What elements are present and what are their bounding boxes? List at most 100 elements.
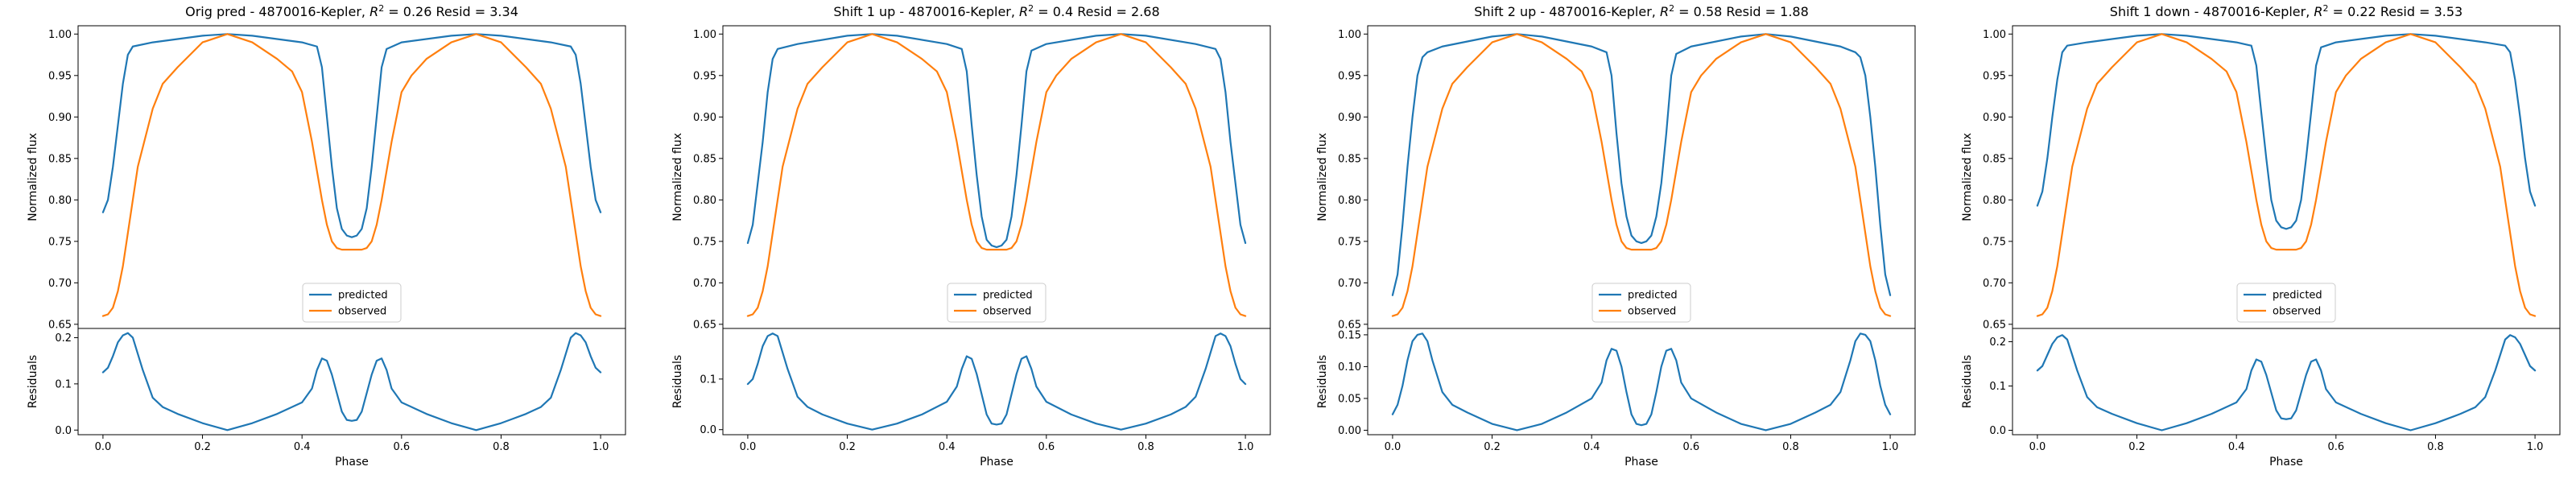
title-values: = 0.26 Resid = 3.34	[384, 4, 518, 19]
x-tick-label: 0.4	[2228, 441, 2245, 453]
x-tick-label: 1.0	[1882, 441, 1899, 453]
x-axis-label: Phase	[335, 456, 369, 469]
series-line-predicted	[101, 33, 602, 238]
legend-box	[947, 283, 1046, 323]
r2-symbol: R	[369, 4, 378, 19]
x-tick-label: 1.0	[592, 441, 609, 453]
y-axis-label-flux: Normalized flux	[1316, 133, 1329, 221]
legend-box	[1591, 283, 1691, 323]
title-prefix: Shift 1 down - 4870016-Kepler,	[2110, 4, 2314, 19]
y-tick-label: 0.95	[48, 70, 72, 82]
series-line-residuals	[2036, 334, 2537, 431]
subplot-1: Orig pred - 4870016-Kepler, R2 = 0.26 Re…	[27, 3, 626, 469]
subplot-title: Shift 1 up - 4870016-Kepler, R2 = 0.4 Re…	[833, 3, 1159, 19]
y-tick-label: 0.2	[1989, 336, 2006, 349]
x-tick-label: 0.4	[294, 441, 311, 453]
y-tick-label: 1.00	[1338, 29, 1361, 41]
y-tick-label: 0.65	[693, 319, 716, 331]
legend: predicted observed	[2236, 283, 2336, 323]
legend-label-observed: observed	[1628, 306, 1676, 318]
legend-box	[2236, 283, 2336, 323]
y-axis-label-residuals: Residuals	[1316, 355, 1329, 408]
y-tick-label: 0.90	[1338, 112, 1361, 124]
y-tick-label: 0.75	[1338, 236, 1361, 248]
y-tick-label: 0.70	[693, 278, 716, 290]
y-tick-label: 0.95	[1983, 70, 2006, 82]
x-tick-label: 1.0	[1237, 441, 1254, 453]
y-tick-label: 0.85	[1983, 153, 2006, 165]
y-tick-label: 0.75	[48, 236, 72, 248]
y-tick-label: 0.80	[48, 195, 72, 207]
y-tick-label: 0.15	[1338, 329, 1361, 341]
x-axis-label: Phase	[2269, 456, 2303, 469]
y-tick-label: 1.00	[693, 29, 716, 41]
x-tick-label: 0.4	[1583, 441, 1600, 453]
y-tick-label: 0.65	[48, 319, 72, 331]
series-line-predicted	[1391, 33, 1892, 296]
y-tick-label: 0.75	[1983, 236, 2006, 248]
y-tick-label: 0.0	[700, 424, 716, 436]
y-tick-label: 0.80	[693, 195, 716, 207]
x-tick-label: 0.0	[740, 441, 757, 453]
x-tick-label: 0.6	[1038, 441, 1055, 453]
y-tick-label: 1.00	[1983, 29, 2006, 41]
y-tick-label: 0.85	[48, 153, 72, 165]
y-tick-label: 0.95	[1338, 70, 1361, 82]
y-axis-label-residuals: Residuals	[671, 355, 684, 408]
y-tick-label: 0.70	[48, 278, 72, 290]
series-line-observed	[2036, 33, 2537, 317]
y-tick-label: 0.80	[1983, 195, 2006, 207]
y-tick-label: 0.90	[693, 112, 716, 124]
legend-label-observed: observed	[338, 306, 386, 318]
x-tick-label: 1.0	[2527, 441, 2544, 453]
subplot-title: Shift 1 down - 4870016-Kepler, R2 = 0.22…	[2110, 3, 2462, 19]
y-tick-label: 0.00	[1338, 425, 1361, 437]
subplot-4: Shift 1 down - 4870016-Kepler, R2 = 0.22…	[1961, 3, 2561, 469]
y-tick-label: 0.70	[1338, 278, 1361, 290]
y-tick-label: 1.00	[48, 29, 72, 41]
series-line-residuals	[101, 332, 602, 431]
x-tick-label: 0.2	[1484, 441, 1501, 453]
r2-superscript: 2	[1028, 3, 1034, 14]
legend-label-predicted: predicted	[983, 290, 1033, 302]
y-tick-label: 0.1	[55, 378, 72, 390]
title-prefix: Orig pred - 4870016-Kepler,	[185, 4, 369, 19]
x-tick-label: 0.2	[839, 441, 856, 453]
x-axis-label: Phase	[980, 456, 1013, 469]
series-line-predicted	[2036, 33, 2537, 230]
series-line-observed	[1391, 33, 1892, 317]
y-tick-label: 0.90	[48, 112, 72, 124]
residual-axes-frame	[77, 328, 626, 436]
y-tick-label: 0.2	[55, 332, 72, 345]
y-tick-label: 0.85	[1338, 153, 1361, 165]
r2-superscript: 2	[378, 3, 384, 14]
series-line-residuals	[746, 332, 1247, 431]
x-tick-label: 0.6	[2327, 441, 2344, 453]
y-tick-label: 0.70	[1983, 278, 2006, 290]
x-tick-label: 0.2	[194, 441, 211, 453]
y-tick-label: 0.85	[693, 153, 716, 165]
title-values: = 0.58 Resid = 1.88	[1674, 4, 1809, 19]
y-tick-label: 0.75	[693, 236, 716, 248]
y-tick-label: 0.1	[1989, 381, 2006, 393]
y-axis-label-flux: Normalized flux	[27, 133, 39, 221]
subplot-3: Shift 2 up - 4870016-Kepler, R2 = 0.58 R…	[1316, 3, 1916, 469]
series-line-observed	[101, 33, 602, 317]
y-tick-label: 0.0	[1989, 425, 2006, 437]
x-tick-label: 0.6	[1682, 441, 1699, 453]
title-prefix: Shift 2 up - 4870016-Kepler,	[1474, 4, 1660, 19]
y-tick-label: 0.0	[55, 425, 72, 437]
residual-axes-frame	[2012, 328, 2561, 436]
r2-symbol: R	[1019, 4, 1028, 19]
x-tick-label: 0.8	[493, 441, 510, 453]
series-line-predicted	[746, 33, 1247, 249]
y-tick-label: 0.90	[1983, 112, 2006, 124]
r2-superscript: 2	[1669, 3, 1674, 14]
series-line-residuals	[1391, 332, 1892, 431]
y-axis-label-residuals: Residuals	[1961, 355, 1974, 408]
legend-label-observed: observed	[983, 306, 1031, 318]
x-tick-label: 0.0	[1385, 441, 1402, 453]
y-tick-label: 0.05	[1338, 393, 1361, 405]
x-tick-label: 0.0	[95, 441, 112, 453]
